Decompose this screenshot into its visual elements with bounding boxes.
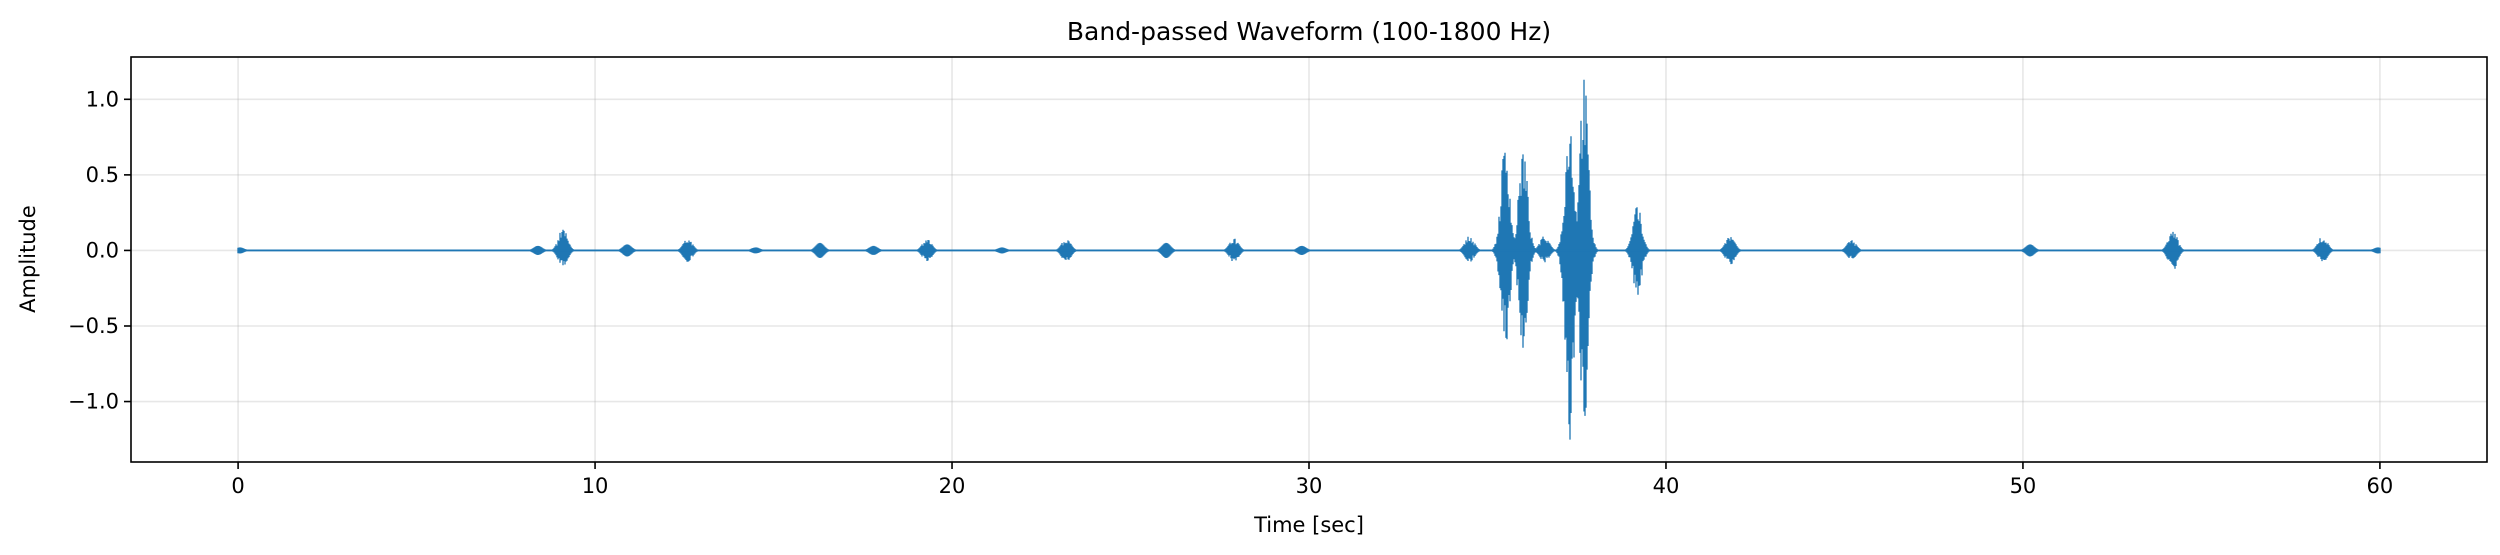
y-tick-label: −0.5: [68, 314, 119, 338]
x-tick-label: 30: [1296, 474, 1323, 498]
x-tick-label: 0: [231, 474, 244, 498]
y-tick-label: 1.0: [86, 87, 119, 111]
x-tick-label: 20: [939, 474, 966, 498]
waveform-series: [237, 79, 2381, 440]
x-tick-label: 10: [582, 474, 609, 498]
x-tick-label: 50: [2010, 474, 2037, 498]
y-tick-label: −1.0: [68, 390, 119, 414]
chart-title: Band-passed Waveform (100-1800 Hz): [1067, 17, 1551, 46]
y-tick-label: 0.5: [86, 163, 119, 187]
x-tick-label: 60: [2367, 474, 2394, 498]
x-axis-ticks: 0 10 20 30 40 50 60: [231, 462, 2393, 498]
y-tick-label: 0.0: [86, 238, 119, 262]
x-tick-label: 40: [1653, 474, 1680, 498]
y-axis-ticks: −1.0 −0.5 0.0 0.5 1.0: [68, 87, 131, 414]
y-axis-label: Amplitude: [16, 205, 40, 313]
x-axis-label: Time [sec]: [1253, 513, 1364, 537]
